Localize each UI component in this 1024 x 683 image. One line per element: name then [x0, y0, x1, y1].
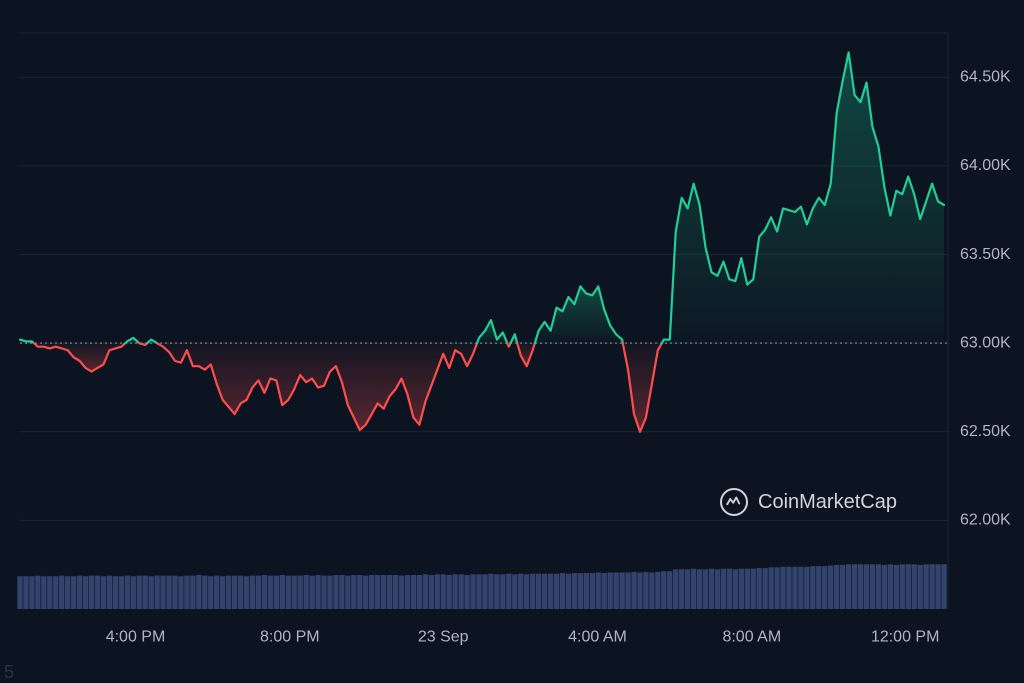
svg-text:64.50K: 64.50K: [960, 69, 1011, 86]
svg-text:63.00K: 63.00K: [960, 334, 1011, 351]
svg-text:8:00 AM: 8:00 AM: [722, 628, 781, 645]
volume-bars: [17, 564, 946, 609]
svg-text:4:00 AM: 4:00 AM: [568, 628, 627, 645]
svg-text:4:00 PM: 4:00 PM: [106, 628, 166, 645]
coinmarketcap-watermark: CoinMarketCap: [720, 488, 897, 516]
corner-label: 5: [4, 662, 14, 683]
svg-text:12:00 PM: 12:00 PM: [871, 628, 939, 645]
svg-text:23 Sep: 23 Sep: [418, 628, 469, 645]
y-axis-labels: 62.00K 62.50K 63.00K 63.50K 64.00K 64.50K: [960, 69, 1011, 529]
svg-text:62.50K: 62.50K: [960, 423, 1011, 440]
coinmarketcap-logo-icon: [720, 488, 748, 516]
chart-svg: 62.00K 62.50K 63.00K 63.50K 64.00K 64.50K 4:0…: [0, 0, 1024, 683]
svg-text:8:00 PM: 8:00 PM: [260, 628, 320, 645]
x-axis-labels: 4:00 PM 8:00 PM 23 Sep 4:00 AM 8:00 AM 12:00 …: [106, 628, 940, 645]
svg-text:64.00K: 64.00K: [960, 157, 1011, 174]
price-chart[interactable]: 62.00K 62.50K 63.00K 63.50K 64.00K 64.50K 4:0…: [0, 0, 1024, 683]
svg-text:63.50K: 63.50K: [960, 246, 1011, 263]
watermark-text: CoinMarketCap: [758, 491, 897, 514]
svg-text:62.00K: 62.00K: [960, 512, 1011, 529]
price-fill: [20, 52, 944, 431]
